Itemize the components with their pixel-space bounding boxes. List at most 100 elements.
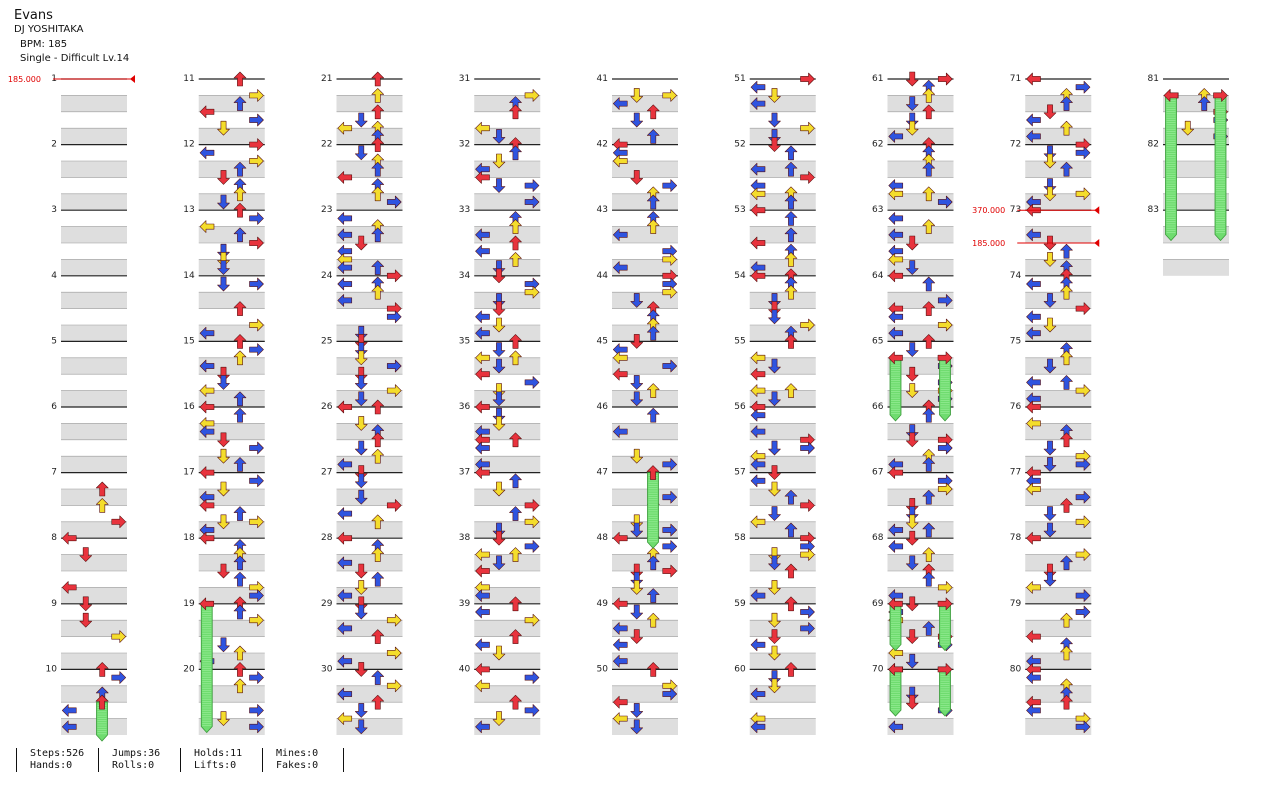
- left-arrow-note: [612, 531, 628, 545]
- right-arrow-note: [800, 171, 815, 184]
- down-arrow-note: [630, 604, 644, 620]
- beat-band: [1025, 259, 1092, 276]
- down-arrow-note: [354, 391, 368, 407]
- beat-band: [887, 390, 954, 407]
- up-arrow-note: [371, 227, 385, 243]
- beat-band: [474, 128, 541, 145]
- beat-band: [61, 292, 127, 309]
- left-arrow-note: [888, 179, 904, 192]
- beat-band: [612, 292, 678, 309]
- down-arrow-note: [630, 88, 644, 103]
- beat-band: [749, 128, 816, 145]
- up-arrow-note: [509, 350, 522, 366]
- left-arrow-note: [888, 720, 904, 734]
- beat-band: [474, 685, 541, 703]
- up-arrow-note: [922, 186, 936, 202]
- left-arrow-note: [750, 179, 766, 192]
- measure-number: 31: [459, 74, 470, 84]
- beat-band: [474, 554, 541, 571]
- beat-band: [887, 718, 954, 735]
- measure-number: 16: [183, 402, 195, 412]
- beat-band: [61, 95, 127, 112]
- left-arrow-note: [337, 507, 353, 520]
- up-arrow-note: [646, 219, 660, 234]
- beat-band: [198, 521, 265, 539]
- left-arrow-note: [199, 326, 215, 340]
- down-arrow-note: [768, 629, 781, 644]
- up-arrow-note: [509, 506, 522, 521]
- down-arrow-note: [905, 235, 919, 251]
- down-arrow-note: [492, 522, 506, 538]
- beat-band: [198, 161, 265, 178]
- beat-band: [336, 554, 403, 571]
- measure-number: 43: [597, 205, 608, 215]
- down-arrow-note: [1043, 252, 1057, 267]
- up-arrow-note: [784, 227, 798, 243]
- down-arrow-note: [630, 375, 644, 390]
- right-arrow-note: [1075, 302, 1091, 315]
- beat-band: [61, 718, 127, 735]
- left-arrow-note: [612, 228, 628, 242]
- measure-number: 56: [734, 402, 746, 412]
- beat-band: [1025, 489, 1092, 506]
- measure-number: 27: [321, 468, 332, 478]
- beat-band: [198, 292, 265, 309]
- measure-number: 55: [734, 336, 745, 346]
- left-arrow-note: [475, 367, 490, 381]
- up-arrow-note: [509, 694, 522, 710]
- down-arrow-note: [630, 293, 644, 308]
- right-arrow-note: [1075, 589, 1091, 602]
- up-arrow-note: [371, 629, 385, 644]
- measure-number: 62: [872, 140, 883, 150]
- up-arrow-note: [233, 161, 247, 177]
- left-arrow-note: [1026, 72, 1041, 86]
- left-arrow-note: [337, 687, 353, 701]
- beat-band: [887, 292, 954, 309]
- beat-band: [474, 423, 541, 440]
- left-arrow-note: [888, 466, 904, 479]
- left-arrow-note: [475, 589, 490, 602]
- measure-number: 9: [51, 599, 57, 609]
- beat-band: [1025, 128, 1092, 145]
- up-arrow-note: [371, 399, 385, 415]
- up-arrow-note: [509, 252, 522, 267]
- beat-band: [612, 95, 678, 112]
- left-arrow-note: [612, 261, 628, 274]
- measure-number: 83: [1148, 205, 1159, 215]
- right-arrow-note: [937, 581, 953, 594]
- down-arrow-note: [630, 112, 644, 128]
- beat-band: [336, 95, 403, 112]
- beat-band: [61, 653, 127, 670]
- right-arrow-note: [800, 121, 815, 135]
- up-arrow-note: [646, 555, 660, 571]
- measure-number: 22: [321, 140, 332, 150]
- right-arrow-note: [1075, 490, 1091, 504]
- right-arrow-note: [1075, 146, 1091, 160]
- beat-band: [198, 95, 265, 112]
- left-arrow-note: [750, 408, 766, 422]
- down-arrow-note: [630, 334, 644, 349]
- beat-band: [474, 325, 541, 342]
- beat-band: [61, 259, 127, 276]
- right-arrow-note: [937, 474, 953, 488]
- up-arrow-note: [784, 334, 798, 349]
- up-arrow-note: [371, 448, 385, 464]
- measure-number: 15: [183, 336, 194, 346]
- up-arrow-note: [784, 563, 798, 579]
- beat-band: [612, 456, 678, 473]
- down-arrow-note: [768, 112, 781, 128]
- up-arrow-note: [784, 662, 798, 677]
- right-arrow-note: [524, 499, 540, 512]
- left-arrow-note: [888, 540, 904, 553]
- measure-number: 35: [459, 336, 470, 346]
- beat-band: [474, 521, 541, 539]
- down-arrow-note: [1043, 563, 1057, 579]
- right-arrow-note: [662, 244, 678, 258]
- down-arrow-note: [905, 686, 919, 702]
- up-arrow-note: [1060, 96, 1073, 111]
- left-arrow-note: [1026, 326, 1041, 340]
- right-arrow-note: [249, 343, 264, 356]
- beat-band: [198, 620, 265, 637]
- up-arrow-note: [922, 219, 936, 234]
- beat-band: [887, 653, 954, 670]
